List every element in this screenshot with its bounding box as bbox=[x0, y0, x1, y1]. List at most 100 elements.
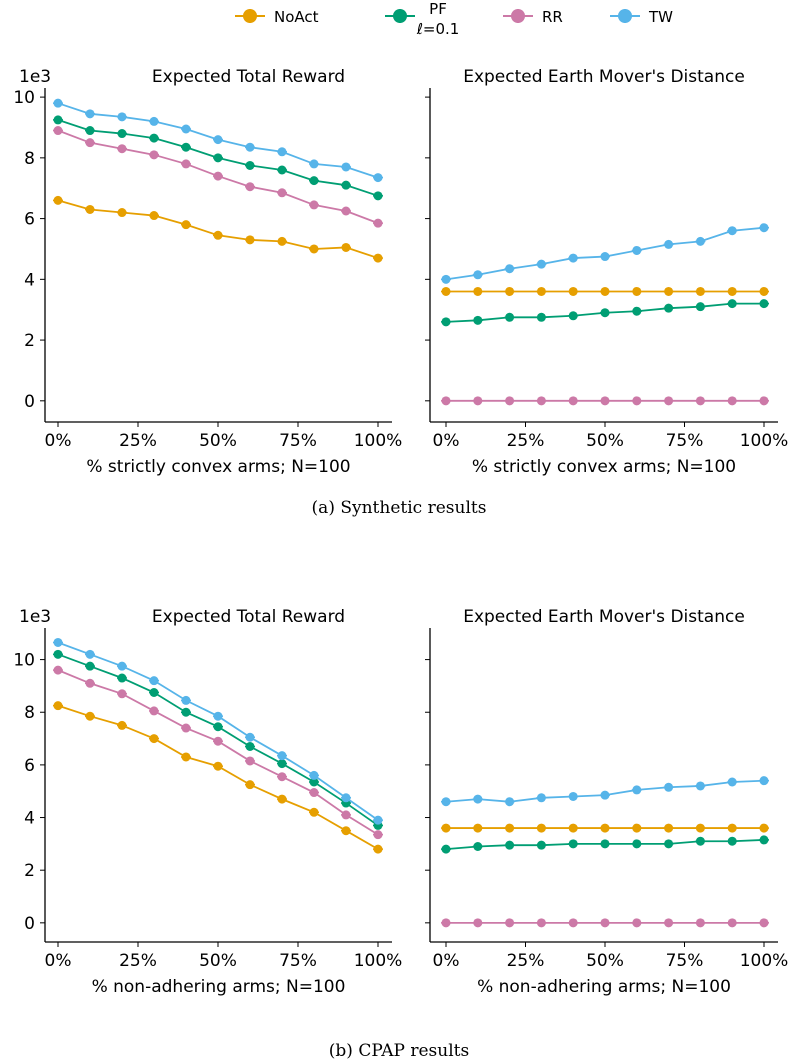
data-point bbox=[85, 649, 95, 659]
data-point bbox=[181, 695, 191, 705]
data-point bbox=[117, 689, 127, 699]
x-tick-label: 50% bbox=[586, 951, 624, 971]
x-tick-label: 100% bbox=[740, 951, 789, 971]
data-point bbox=[600, 839, 610, 849]
data-point bbox=[632, 396, 642, 406]
x-axis-label: % non-adhering arms; N=100 bbox=[92, 977, 346, 997]
data-point bbox=[759, 299, 769, 309]
data-point bbox=[473, 315, 483, 325]
data-point bbox=[759, 286, 769, 296]
data-point bbox=[759, 396, 769, 406]
data-point bbox=[277, 147, 287, 157]
data-point bbox=[600, 790, 610, 800]
data-point bbox=[664, 823, 674, 833]
data-point bbox=[245, 756, 255, 766]
panel-4: 0% 25% 50% 75% 100% % non-adhering arms; N=10… bbox=[425, 607, 788, 997]
y-tick-label: 10 bbox=[13, 88, 35, 108]
data-point bbox=[695, 286, 705, 296]
data-point bbox=[117, 129, 127, 139]
data-point bbox=[213, 722, 223, 732]
data-point bbox=[309, 159, 319, 169]
data-point bbox=[85, 109, 95, 119]
x-tick-label: 25% bbox=[119, 431, 157, 451]
data-point bbox=[53, 98, 63, 108]
legend-item-rr: RR bbox=[503, 8, 563, 26]
data-point bbox=[664, 396, 674, 406]
x-axis-label: % strictly convex arms; N=100 bbox=[472, 457, 736, 477]
legend-label-param: ℓ=0.1 bbox=[416, 20, 460, 38]
data-point bbox=[695, 823, 705, 833]
data-point bbox=[277, 751, 287, 761]
y-tick-label: 8 bbox=[24, 149, 35, 169]
legend-label: NoAct bbox=[274, 8, 319, 26]
series-rr bbox=[441, 396, 769, 406]
y-tick-label: 2 bbox=[24, 861, 35, 881]
data-point bbox=[277, 165, 287, 175]
x-tick-label: 75% bbox=[666, 951, 704, 971]
data-point bbox=[213, 230, 223, 240]
series-rr bbox=[53, 126, 383, 228]
data-point bbox=[117, 661, 127, 671]
data-point bbox=[505, 797, 515, 807]
data-point bbox=[309, 788, 319, 798]
data-point bbox=[759, 823, 769, 833]
data-point bbox=[664, 239, 674, 249]
panel-title: Expected Total Reward bbox=[152, 67, 345, 87]
x-tick-label: 50% bbox=[199, 431, 237, 451]
data-point bbox=[85, 126, 95, 136]
data-point bbox=[473, 286, 483, 296]
y-tick-label: 2 bbox=[24, 331, 35, 351]
data-point bbox=[664, 286, 674, 296]
data-point bbox=[568, 918, 578, 928]
data-point bbox=[632, 823, 642, 833]
data-point bbox=[149, 116, 159, 126]
data-point bbox=[277, 188, 287, 198]
data-point bbox=[373, 830, 383, 840]
data-point bbox=[600, 308, 610, 318]
data-point bbox=[441, 823, 451, 833]
data-point bbox=[181, 220, 191, 230]
data-point bbox=[341, 793, 351, 803]
x-tick-label: 0% bbox=[45, 431, 72, 451]
series-pf bbox=[441, 299, 769, 327]
data-point bbox=[505, 264, 515, 274]
data-point bbox=[341, 810, 351, 820]
data-point bbox=[213, 153, 223, 163]
data-point bbox=[149, 211, 159, 221]
data-point bbox=[181, 752, 191, 762]
data-point bbox=[245, 182, 255, 192]
data-point bbox=[277, 794, 287, 804]
data-point bbox=[664, 839, 674, 849]
data-point bbox=[568, 286, 578, 296]
data-point bbox=[373, 844, 383, 854]
data-point bbox=[245, 235, 255, 245]
data-point bbox=[727, 777, 737, 787]
data-point bbox=[695, 396, 705, 406]
data-point bbox=[632, 839, 642, 849]
data-point bbox=[149, 706, 159, 716]
series-line bbox=[57, 199, 379, 259]
legend-marker bbox=[618, 9, 632, 23]
data-point bbox=[568, 823, 578, 833]
data-point bbox=[117, 208, 127, 218]
data-point bbox=[695, 918, 705, 928]
y-tick-label: 6 bbox=[24, 756, 35, 776]
y-tick-label: 0 bbox=[24, 392, 35, 412]
data-point bbox=[473, 823, 483, 833]
data-point bbox=[759, 835, 769, 845]
data-point bbox=[117, 112, 127, 122]
data-point bbox=[441, 797, 451, 807]
series-tw bbox=[441, 776, 769, 807]
data-point bbox=[568, 839, 578, 849]
data-point bbox=[473, 794, 483, 804]
series-noact bbox=[441, 823, 769, 833]
series-noact bbox=[53, 701, 383, 854]
data-point bbox=[664, 303, 674, 313]
data-point bbox=[505, 286, 515, 296]
data-point bbox=[53, 649, 63, 659]
series-line bbox=[57, 669, 379, 836]
data-point bbox=[181, 142, 191, 152]
data-point bbox=[568, 791, 578, 801]
x-tick-label: 75% bbox=[666, 431, 704, 451]
